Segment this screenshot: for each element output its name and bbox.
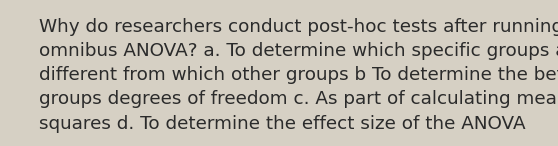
Text: Why do researchers conduct post-hoc tests after running an
omnibus ANOVA? a. To : Why do researchers conduct post-hoc test…: [39, 18, 558, 133]
